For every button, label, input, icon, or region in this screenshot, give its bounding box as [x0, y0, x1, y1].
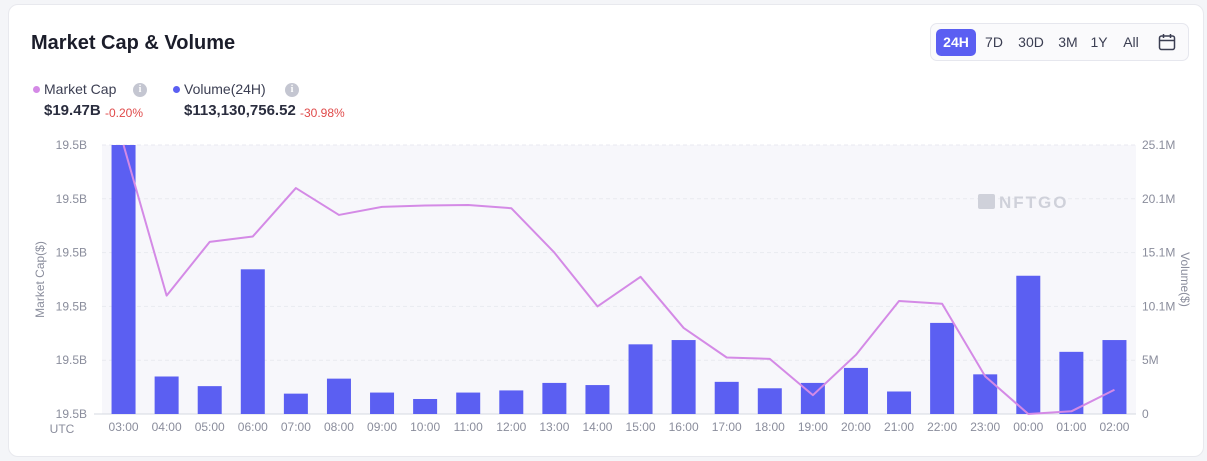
volume-bar [370, 392, 395, 414]
time-range-selector: 24H 7D 30D 3M 1Y All [930, 23, 1189, 61]
x-tick-label: 08:00 [324, 420, 354, 434]
y-right-tick-label: 0 [1142, 407, 1149, 421]
volume-bar [757, 388, 782, 414]
range-button-all[interactable]: All [1123, 34, 1139, 50]
volume-bar [930, 322, 955, 414]
market-cap-legend-dot [33, 86, 40, 93]
x-tick-label: 18:00 [755, 420, 785, 434]
y-right-tick-label: 10.1M [1142, 299, 1175, 313]
watermark: NFTGO [999, 193, 1069, 212]
y-left-tick-label: 19.5B [56, 299, 87, 313]
chart-title: Market Cap & Volume [31, 32, 236, 54]
volume-bar [240, 269, 265, 414]
y-right-tick-label: 5M [1142, 353, 1159, 367]
range-button-3m[interactable]: 3M [1058, 34, 1078, 50]
x-tick-label: 00:00 [1013, 420, 1043, 434]
volume-bar [628, 344, 653, 414]
y-right-tick-label: 25.1M [1142, 138, 1175, 152]
volume-bar [413, 398, 438, 414]
volume-bar [456, 392, 481, 414]
calendar-icon[interactable] [1158, 33, 1176, 51]
y-left-tick-label: 19.5B [56, 246, 87, 260]
x-tick-label: 21:00 [884, 420, 914, 434]
y-right-tick-label: 15.1M [1142, 246, 1175, 260]
x-tick-label: 04:00 [152, 420, 182, 434]
volume-info-icon[interactable]: i [285, 83, 299, 97]
y-left-tick-label: 19.5B [56, 138, 87, 152]
x-tick-label: 23:00 [970, 420, 1000, 434]
volume-legend-dot [173, 86, 180, 93]
volume-bar [1016, 275, 1041, 414]
y-right-tick-label: 20.1M [1142, 192, 1175, 206]
x-tick-label: 20:00 [841, 420, 871, 434]
range-button-30d[interactable]: 30D [1018, 34, 1044, 50]
x-tick-label: 17:00 [712, 420, 742, 434]
x-tick-label: 09:00 [367, 420, 397, 434]
volume-label: Volume(24H) [184, 81, 266, 97]
y-left-tick-label: 19.5B [56, 192, 87, 206]
volume-bar [111, 145, 136, 414]
volume-bar [1059, 351, 1084, 414]
market-cap-change: -0.20% [105, 106, 144, 120]
nftgo-logo-icon [978, 194, 995, 209]
x-tick-label: 01:00 [1056, 420, 1086, 434]
x-tick-label: 15:00 [626, 420, 656, 434]
x-tick-label: 12:00 [496, 420, 526, 434]
volume-bar [843, 367, 868, 414]
volume-value: $113,130,756.52 [184, 102, 296, 119]
x-tick-label: 07:00 [281, 420, 311, 434]
plot-area [102, 145, 1136, 414]
volume-bar [542, 382, 567, 414]
range-button-24h[interactable]: 24H [936, 29, 976, 56]
volume-bar [585, 385, 610, 414]
x-tick-label: 19:00 [798, 420, 828, 434]
market-cap-line [122, 144, 1115, 415]
x-tick-label: 02:00 [1099, 420, 1129, 434]
volume-bar [887, 391, 912, 414]
y-left-tick-label: 19.5B [56, 353, 87, 367]
volume-bar [326, 378, 351, 414]
volume-change: -30.98% [300, 106, 345, 120]
volume-bar [973, 374, 998, 414]
y-left-tick-label: 19.5B [56, 407, 87, 421]
x-tick-label: 13:00 [539, 420, 569, 434]
y-left-axis-title: Market Cap($) [33, 241, 47, 318]
market-cap-value: $19.47B [44, 102, 101, 119]
volume-bar [1102, 340, 1127, 414]
x-tick-label: 16:00 [669, 420, 699, 434]
volume-bar [197, 386, 222, 414]
volume-bar [499, 390, 524, 414]
market-cap-info-icon[interactable]: i [133, 83, 147, 97]
y-right-axis-title: Volume($) [1178, 252, 1192, 307]
x-tick-label: 22:00 [927, 420, 957, 434]
range-button-1y[interactable]: 1Y [1090, 34, 1108, 50]
x-tick-label: 03:00 [109, 420, 139, 434]
x-axis-label: UTC [50, 422, 75, 436]
range-button-7d[interactable]: 7D [985, 34, 1003, 50]
x-tick-label: 05:00 [195, 420, 225, 434]
volume-bar [671, 340, 696, 414]
x-tick-label: 14:00 [582, 420, 612, 434]
volume-bar [714, 381, 739, 414]
market-cap-label: Market Cap [44, 81, 117, 97]
x-tick-label: 06:00 [238, 420, 268, 434]
volume-bar [283, 393, 308, 414]
x-tick-label: 10:00 [410, 420, 440, 434]
x-tick-label: 11:00 [454, 420, 483, 434]
volume-bar [154, 376, 179, 414]
